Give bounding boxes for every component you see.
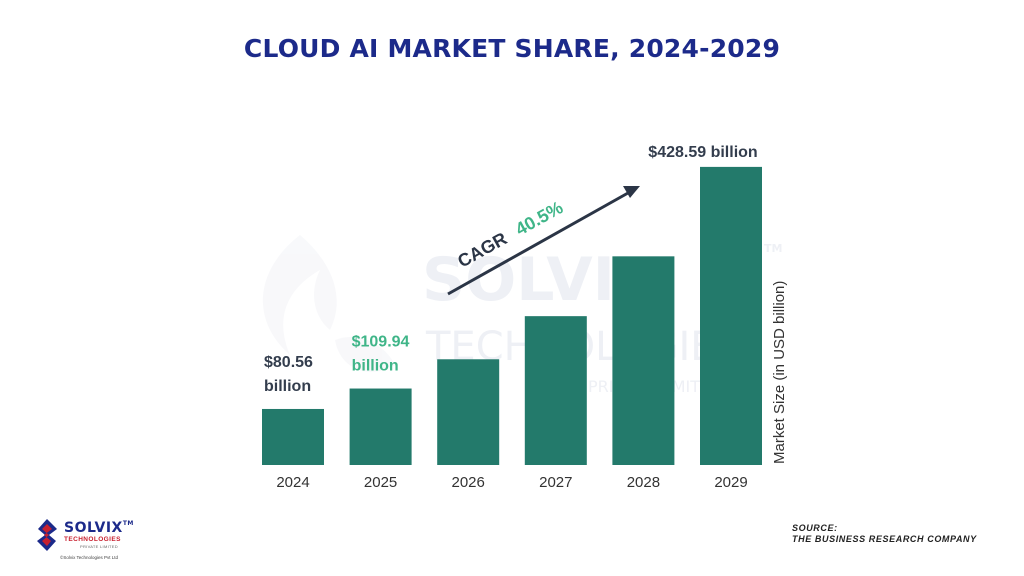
company-logo: SOLVIXTM TECHNOLOGIES PRIVATE LIMITED ©S…	[36, 518, 156, 568]
watermark-logo-icon	[262, 235, 395, 372]
bar-2026	[437, 359, 500, 465]
source-note: SOURCE: THE BUSINESS RESEARCH COMPANY	[792, 523, 977, 545]
logo-tagline: TECHNOLOGIES	[64, 536, 121, 543]
y-axis-label: Market Size (in USD billion)	[771, 281, 788, 464]
x-axis-ticks: 2024 2025 2026 2027 2028 2029	[276, 474, 747, 491]
solvix-logo-icon	[37, 519, 57, 551]
source-label: SOURCE:	[792, 523, 838, 533]
logo-tm: TM	[122, 520, 134, 527]
x-tick-2025: 2025	[364, 474, 397, 491]
bars-group	[262, 166, 762, 465]
cagr-arrow-head	[623, 186, 640, 198]
data-label-2025-value: $109.94	[352, 334, 410, 351]
data-labels: $80.56 billion $109.94 billion $428.59 billi…	[264, 144, 758, 395]
bar-2025	[349, 388, 412, 465]
data-label-2024-value: $80.56	[264, 354, 313, 371]
data-label-2024-unit: billion	[264, 378, 311, 395]
x-tick-2026: 2026	[452, 474, 485, 491]
cagr-arrow-line	[447, 191, 629, 296]
bar-2027	[524, 316, 587, 465]
x-tick-2027: 2027	[539, 474, 572, 491]
x-tick-2024: 2024	[276, 474, 309, 491]
data-label-2029-value: $428.59 billion	[648, 144, 757, 161]
x-tick-2029: 2029	[714, 474, 747, 491]
data-label-2025-unit: billion	[352, 358, 399, 375]
bar-2024	[262, 408, 324, 465]
bar-2028	[612, 256, 675, 465]
logo-brand: SOLVIX	[64, 520, 123, 536]
source-name: THE BUSINESS RESEARCH COMPANY	[792, 534, 977, 544]
logo-copyright: ©Solvix Technologies Pvt Ltd	[60, 555, 119, 560]
logo-subtag: PRIVATE LIMITED	[80, 544, 118, 549]
watermark-tm: TM	[764, 242, 782, 255]
x-tick-2028: 2028	[627, 474, 660, 491]
bar-2029	[700, 166, 762, 465]
chart-title: CLOUD AI MARKET SHARE, 2024-2029	[243, 34, 781, 63]
